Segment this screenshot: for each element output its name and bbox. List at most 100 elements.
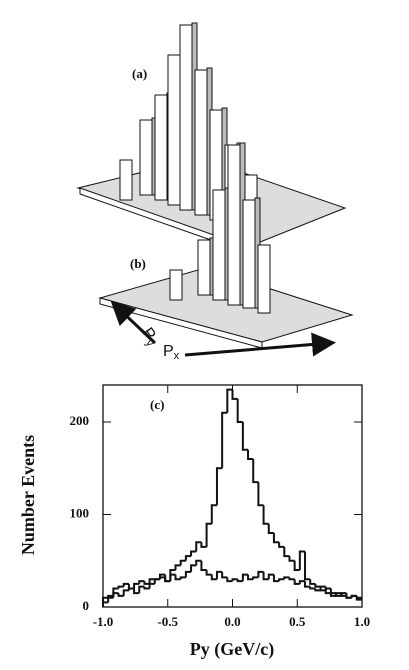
histogram-step (169, 573, 176, 582)
lego-plot-b (98, 142, 354, 349)
plot-frame (102, 384, 363, 608)
histogram-step (247, 574, 254, 581)
histogram-step (236, 398, 243, 423)
histogram-step (210, 504, 217, 524)
histogram-step (345, 595, 352, 599)
histogram-step (314, 583, 321, 588)
histogram-step (179, 559, 186, 566)
panel-label: (b) (130, 256, 146, 271)
histogram-step (309, 586, 316, 590)
histogram-step (195, 541, 202, 552)
histogram-step (117, 593, 124, 597)
histogram-step (190, 550, 197, 557)
histogram-step (247, 449, 254, 460)
histogram-step (210, 574, 217, 581)
histogram-step (335, 592, 342, 596)
y-tick-label: 0 (83, 598, 90, 613)
histogram-step (293, 560, 300, 571)
histogram-step (324, 586, 331, 595)
histogram-step (231, 389, 238, 400)
histogram-step (226, 577, 233, 583)
y-tick-label: 200 (70, 413, 90, 428)
histogram-step (293, 579, 300, 585)
histogram-step (138, 585, 145, 594)
histogram-step (221, 411, 228, 469)
histogram-step (236, 579, 243, 583)
histogram-step (205, 522, 212, 547)
histogram-step (288, 556, 295, 562)
px-sub: x (174, 350, 180, 362)
histogram-step (205, 570, 212, 576)
histogram-step (283, 576, 290, 580)
lego-plot-a (76, 22, 347, 253)
histogram-step (127, 583, 135, 590)
histogram-step (117, 585, 124, 589)
histogram-step (148, 578, 155, 584)
panel-label: (c) (150, 397, 164, 412)
px-arrow (184, 332, 336, 357)
histogram-step (200, 560, 207, 571)
histogram-step (122, 582, 129, 587)
histogram-step (267, 523, 274, 534)
px-main: P (163, 343, 174, 360)
histogram-step (143, 586, 150, 590)
x-axis-title: Py (GeV/c) (190, 639, 274, 660)
histogram-step (184, 555, 192, 561)
lego-towers (169, 142, 271, 314)
py-arrow (110, 300, 157, 345)
x-tick-label: 0.0 (224, 614, 240, 629)
histogram-step (107, 594, 114, 598)
histogram-step (329, 593, 337, 597)
y-tick-label: 100 (70, 505, 90, 520)
histogram-step (304, 581, 311, 588)
histogram-step (143, 581, 150, 585)
histogram-step (102, 596, 109, 607)
histogram-step (241, 422, 249, 451)
histogram-step (184, 570, 192, 578)
histogram-step (164, 577, 171, 583)
histogram-step (257, 482, 264, 507)
histogram-step (283, 546, 290, 558)
histogram-step (174, 574, 181, 581)
histogram-step (309, 579, 316, 585)
histogram-step (133, 582, 140, 589)
histogram-step (278, 542, 285, 548)
py-sub: y (143, 338, 156, 350)
histogram-step (340, 593, 347, 597)
y-axis-title: Number Events (18, 435, 38, 555)
histogram-step (221, 571, 228, 579)
histogram-step (272, 574, 280, 583)
panel-label: (a) (132, 66, 147, 81)
histogram-step (355, 595, 362, 599)
histogram-step (133, 588, 140, 595)
histogram-step (190, 564, 197, 572)
histogram-step (350, 594, 357, 598)
histogram-step (179, 576, 186, 580)
histogram-step (298, 580, 306, 584)
histogram-step (257, 570, 264, 578)
histogram-step (138, 580, 145, 584)
histogram-step (174, 564, 181, 570)
histogram-step (158, 576, 166, 580)
histogram-step (215, 570, 223, 580)
histogram-step (252, 459, 259, 484)
histogram-step (215, 467, 223, 506)
histogram-step (278, 578, 285, 582)
x-tick-label: -0.5 (157, 614, 178, 629)
histogram-step (262, 571, 269, 581)
histogram-step (148, 582, 155, 589)
histogram-step (195, 559, 202, 566)
histogram-step (107, 596, 114, 603)
histogram-step (226, 388, 233, 413)
histogram-step (267, 573, 274, 580)
px-label: Px (163, 343, 180, 362)
histogram-step (319, 585, 326, 591)
histogram-step (231, 578, 238, 582)
x-tick-label: -1.0 (93, 614, 114, 629)
histogram-step (252, 576, 259, 580)
x-tick-label: 1.0 (354, 614, 370, 629)
histogram-step (262, 505, 269, 525)
histogram-step (298, 550, 306, 570)
histogram-step (241, 573, 249, 582)
